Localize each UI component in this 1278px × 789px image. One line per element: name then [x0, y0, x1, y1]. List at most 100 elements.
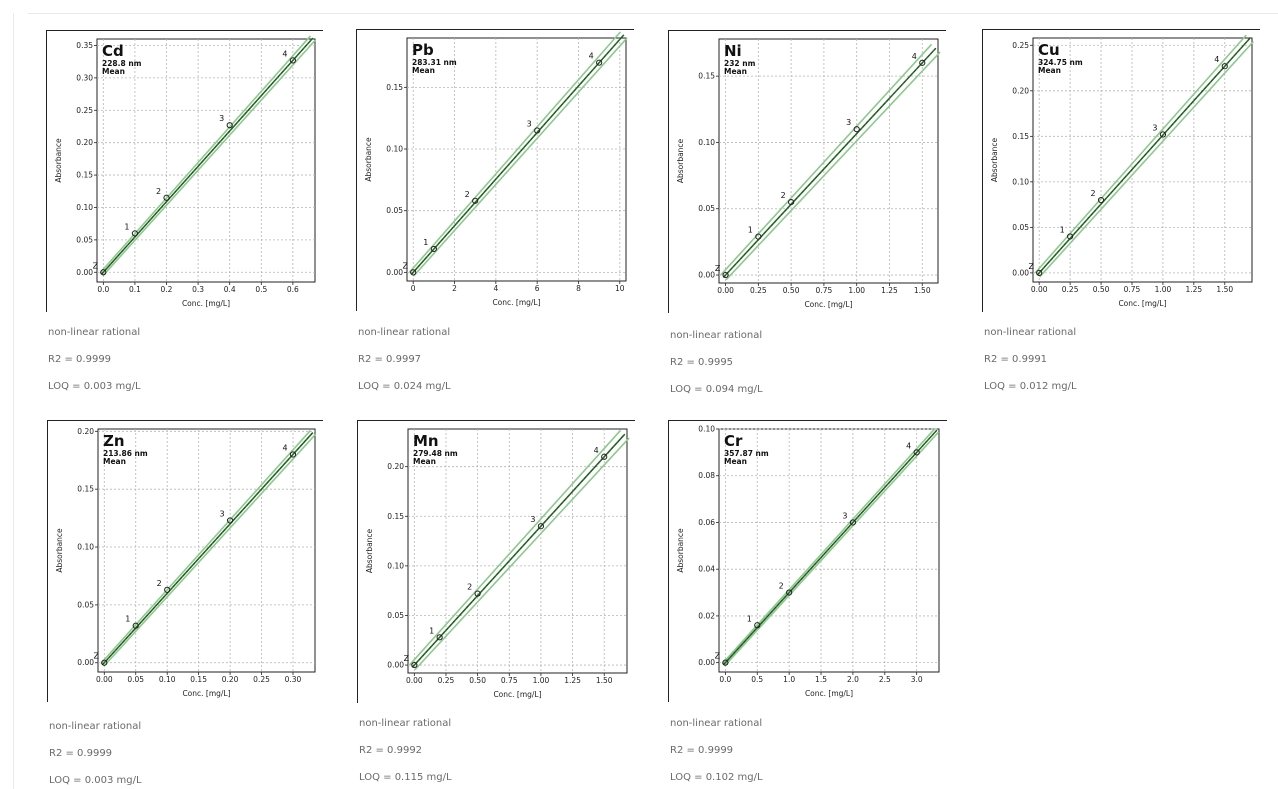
wavelength-label: 228.8 nm — [102, 59, 142, 68]
x-tick-label: 1.00 — [533, 676, 550, 685]
data-point — [853, 126, 860, 133]
loq-caption: LOQ = 0.024 mg/L — [358, 381, 451, 392]
x-tick-label: 1.00 — [1155, 285, 1172, 294]
data-point — [474, 590, 481, 597]
data-point — [289, 451, 297, 458]
data-point — [913, 449, 920, 456]
loq-caption: LOQ = 0.012 mg/L — [984, 381, 1077, 392]
calibration-chart-cu: 0.00 0.25 0.50 0.75 1.00 1.25 1.50 0.00 0.05 0.10… — [990, 34, 1254, 308]
x-tick-label: 0.25 — [1062, 285, 1079, 294]
x-tick-label: 1.50 — [596, 676, 613, 685]
data-point — [534, 127, 541, 134]
point-label: 4 — [282, 49, 287, 58]
r2-caption: R2 = 0.9999 — [48, 354, 112, 365]
r2-caption: R2 = 0.9992 — [359, 745, 423, 756]
top-divider — [28, 13, 1278, 14]
y-tick-label: 0.10 — [77, 543, 94, 552]
point-label: 4 — [282, 443, 287, 452]
x-tick-label: 1.5 — [815, 675, 827, 684]
point-label: Z — [715, 652, 721, 661]
point-label: 1 — [748, 226, 753, 235]
point-label: 2 — [1091, 189, 1096, 198]
y-tick-label: 0.10 — [387, 561, 404, 570]
point-label: 3 — [219, 114, 224, 123]
element-title: Pb — [412, 41, 434, 59]
y-tick-label: 0.06 — [698, 518, 715, 527]
y-axis-label: Absorbance — [55, 528, 64, 573]
element-title: Zn — [103, 432, 125, 450]
x-tick-label: 0.6 — [287, 285, 299, 294]
curve-type-caption: non-linear rational — [670, 718, 763, 729]
chart-frame: 0.00 0.25 0.50 0.75 1.00 1.25 1.50 0.00 0.05 0.10… — [668, 30, 946, 313]
point-label: 1 — [429, 626, 434, 635]
point-label: Z — [93, 261, 99, 270]
y-tick-label: 0.00 — [76, 268, 93, 277]
point-label: 2 — [157, 579, 162, 588]
chart-frame: 0.00 0.05 0.10 0.15 0.20 0.25 0.30 0.00 0.05 0.10… — [47, 420, 323, 702]
y-tick-label: 0.05 — [698, 204, 715, 213]
confidence-band — [100, 429, 312, 665]
y-tick-label: 0.25 — [1012, 41, 1029, 50]
y-tick-label: 0.15 — [77, 485, 94, 494]
y-tick-label: 0.20 — [1012, 86, 1029, 95]
y-tick-label: 0.10 — [698, 425, 715, 434]
point-label: Z — [404, 654, 410, 663]
data-point — [755, 233, 762, 240]
point-label: Z — [402, 261, 408, 270]
data-point — [131, 230, 139, 237]
data-point — [786, 589, 793, 596]
x-tick-label: 1.0 — [783, 675, 795, 684]
point-label: 2 — [156, 187, 161, 196]
confidence-band — [99, 35, 312, 274]
data-point — [1036, 269, 1043, 276]
point-label: 2 — [779, 582, 784, 591]
x-axis-label: Conc. [mg/L] — [492, 298, 540, 307]
data-point — [436, 634, 443, 641]
data-point — [601, 453, 608, 460]
wavelength-label: 279.48 nm — [413, 449, 458, 458]
x-tick-label: 0.50 — [1093, 285, 1110, 294]
element-title: Mn — [413, 432, 439, 450]
x-tick-label: 0.05 — [127, 675, 144, 684]
data-point — [132, 622, 139, 629]
y-tick-label: 0.35 — [76, 41, 93, 50]
x-tick-label: 0.50 — [469, 676, 486, 685]
wavelength-label: 324.75 nm — [1038, 58, 1083, 67]
calibration-chart-cr: 0.0 0.5 1.0 1.5 2.0 2.5 3.0 0.00 0.02 0.04 0.06 0.0… — [676, 425, 940, 698]
point-label: 1 — [1060, 225, 1065, 234]
mean-label: Mean — [724, 67, 747, 76]
data-point — [101, 659, 108, 666]
chart-frame: 0.00 0.25 0.50 0.75 1.00 1.25 1.50 0.00 0.05 0.10… — [982, 29, 1260, 312]
data-point — [411, 661, 418, 669]
x-axis-label: Conc. [mg/L] — [804, 300, 852, 309]
wavelength-label: 283.31 nm — [412, 58, 457, 67]
y-tick-label: 0.15 — [76, 171, 93, 180]
x-tick-label: 0 — [411, 284, 416, 293]
data-point — [226, 517, 234, 524]
x-tick-label: 0.5 — [751, 675, 763, 684]
chart-frame: 0.00 0.25 0.50 0.75 1.00 1.25 1.50 0.00 0.05 0.10… — [357, 420, 635, 703]
wavelength-label: 213.86 nm — [103, 449, 148, 458]
curve-type-caption: non-linear rational — [984, 327, 1077, 338]
point-label: 3 — [220, 509, 225, 518]
data-point — [722, 659, 729, 666]
confidence-band — [409, 429, 622, 666]
mean-label: Mean — [412, 66, 435, 75]
y-tick-label: 0.10 — [76, 203, 93, 212]
left-divider — [13, 13, 14, 789]
y-axis-label: Absorbance — [676, 138, 685, 183]
x-tick-label: 0.00 — [406, 676, 423, 685]
loq-caption: LOQ = 0.115 mg/L — [359, 772, 452, 783]
confidence-band — [1039, 41, 1254, 278]
mean-label: Mean — [413, 457, 436, 466]
point-label: 3 — [1152, 124, 1157, 133]
y-tick-label: 0.04 — [698, 565, 715, 574]
calibration-chart-pb: 0 2 4 6 8 10 0.00 0.05 0.10 0.15 Conc. [mg/L] Absor… — [364, 31, 628, 307]
x-tick-label: 0.0 — [97, 285, 109, 294]
y-tick-label: 0.00 — [386, 268, 403, 277]
data-point — [596, 59, 603, 66]
wavelength-label: 357.87 nm — [724, 449, 769, 458]
curve-type-caption: non-linear rational — [670, 330, 763, 341]
y-tick-label: 0.30 — [76, 73, 93, 82]
point-label: 3 — [530, 515, 535, 524]
